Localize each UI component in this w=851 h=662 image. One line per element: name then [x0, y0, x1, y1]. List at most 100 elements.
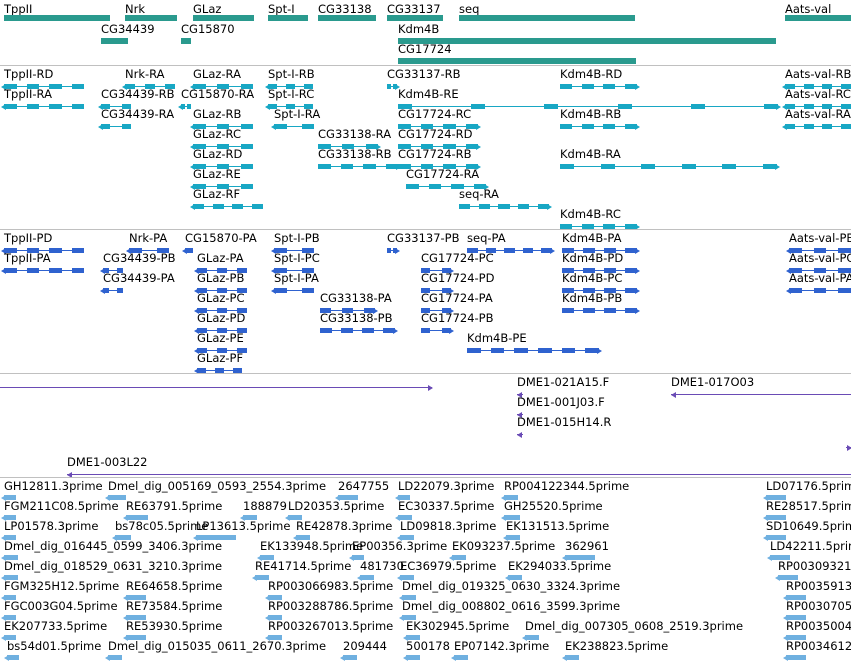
- transcript-intron-line: [398, 166, 478, 167]
- transcript-label: Aats-val-RA: [785, 107, 851, 121]
- protein-exon: [320, 308, 332, 313]
- protein-exon: [4, 268, 17, 273]
- protein-direction-arrow: [194, 367, 199, 374]
- est-direction-arrow: [193, 534, 198, 541]
- gene-label: GLaz: [193, 2, 222, 16]
- est-block: [400, 535, 414, 540]
- transcript-exon: [398, 144, 411, 149]
- protein-label: CG15870-PA: [185, 231, 257, 245]
- est-label: EK294033.5prime: [508, 559, 612, 573]
- clone-direction-arrow: [67, 471, 72, 478]
- protein-exon: [49, 268, 62, 273]
- protein-label: CG17724-PA: [421, 291, 493, 305]
- protein-exon: [189, 248, 193, 253]
- protein-exon: [583, 288, 595, 293]
- protein-exon: [216, 308, 228, 313]
- gene-bar[interactable]: [398, 58, 636, 64]
- gene-bar[interactable]: [181, 38, 191, 44]
- est-label: FGM325H12.5prime: [4, 579, 120, 593]
- est-label: RP003070532.5prime: [786, 599, 851, 613]
- transcript-exon: [49, 84, 62, 89]
- est-block: [786, 615, 806, 620]
- est-direction-arrow: [403, 634, 408, 641]
- protein-intron-line: [320, 330, 395, 331]
- clone-label: DME1-003L22: [67, 455, 148, 469]
- track-separator: [0, 477, 851, 478]
- transcript-label: Kdm4B-RA: [560, 147, 621, 161]
- est-direction-arrow: [451, 654, 456, 661]
- est-direction-arrow: [775, 574, 780, 581]
- protein-exon: [421, 268, 431, 273]
- gene-bar[interactable]: [459, 15, 635, 21]
- est-direction-arrow: [1, 514, 6, 521]
- transcript-label: CG17724-RA: [406, 167, 480, 181]
- protein-exon: [103, 268, 110, 273]
- est-direction-arrow: [285, 514, 290, 521]
- transcript-exon: [193, 184, 206, 189]
- transcript-exon: [840, 124, 851, 129]
- est-label: RP003591345.5prime: [786, 579, 851, 593]
- transcript-exon: [465, 164, 478, 169]
- clone-label: DME1-017O03: [671, 375, 755, 389]
- track-separator: [0, 65, 851, 66]
- protein-exon: [26, 248, 39, 253]
- transcript-exon: [187, 104, 191, 109]
- gene-bar[interactable]: [101, 38, 128, 44]
- gene-bar[interactable]: [193, 15, 254, 21]
- protein-label: CG34439-PB: [103, 251, 176, 265]
- est-label: LP13613.5prime: [196, 519, 291, 533]
- protein-label: Aats-val-PC: [789, 251, 851, 265]
- transcript-label: CG15870-RA: [181, 87, 255, 101]
- gene-bar[interactable]: [268, 15, 308, 21]
- gene-bar[interactable]: [398, 38, 776, 44]
- est-block: [268, 615, 282, 620]
- protein-exon: [514, 348, 529, 353]
- gene-bar[interactable]: [785, 15, 851, 21]
- transcript-direction-arrow: [190, 83, 195, 90]
- protein-exon: [813, 288, 827, 293]
- clone-direction-arrow: [517, 431, 522, 438]
- protein-exon: [421, 308, 431, 313]
- transcript-intron-line: [398, 106, 778, 107]
- transcript-exon: [560, 164, 574, 169]
- protein-exon: [537, 348, 552, 353]
- transcript-label: TppII-RD: [4, 67, 54, 81]
- protein-exon: [421, 288, 431, 293]
- est-label: LD22079.3prime: [398, 479, 495, 493]
- protein-exon: [789, 248, 802, 253]
- gene-bar[interactable]: [4, 15, 110, 21]
- protein-exon: [789, 268, 802, 273]
- transcript-intron-line: [785, 106, 851, 107]
- protein-direction-arrow: [182, 247, 187, 254]
- transcript-intron-line: [560, 86, 637, 87]
- transcript-exon: [193, 204, 204, 209]
- gene-label: CG33138: [318, 2, 372, 16]
- est-label: RP003461234.5prime: [786, 639, 851, 653]
- est-label: RP003500461.5prime: [786, 619, 851, 633]
- protein-exon: [236, 328, 247, 333]
- gene-bar[interactable]: [387, 15, 443, 21]
- protein-direction-arrow: [194, 307, 199, 314]
- gene-bar[interactable]: [318, 15, 376, 21]
- est-direction-arrow: [4, 654, 9, 661]
- transcript-intron-line: [406, 186, 486, 187]
- est-block: [4, 535, 16, 540]
- transcript-exon: [385, 164, 398, 169]
- est-label: EC36979.5prime: [400, 559, 497, 573]
- est-direction-arrow: [340, 654, 345, 661]
- transcript-label: CG33138-RA: [318, 127, 392, 141]
- est-direction-arrow: [265, 634, 270, 641]
- protein-exon: [625, 268, 637, 273]
- est-block: [4, 515, 16, 520]
- transcript-exon: [398, 124, 411, 129]
- clone-direction-arrow: [428, 384, 433, 391]
- transcript-label: GLaz-RF: [193, 187, 241, 201]
- gene-bar[interactable]: [125, 15, 177, 21]
- protein-exon: [320, 328, 332, 333]
- protein-exon: [562, 288, 574, 293]
- est-block: [268, 595, 282, 600]
- est-direction-arrow: [783, 634, 788, 641]
- transcript-exon: [498, 204, 510, 209]
- est-label: EK207733.5prime: [4, 619, 108, 633]
